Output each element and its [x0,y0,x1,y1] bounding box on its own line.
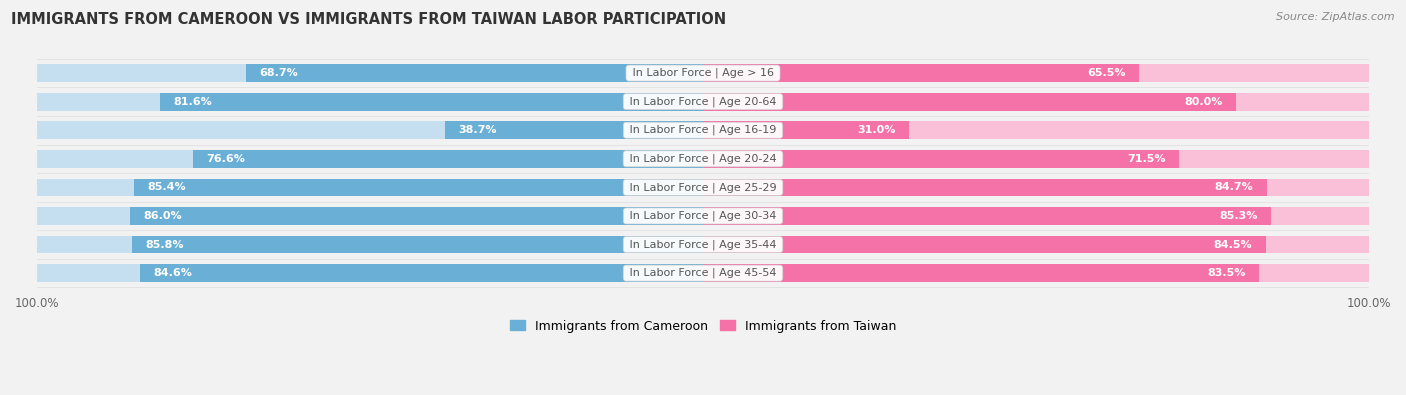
Text: IMMIGRANTS FROM CAMEROON VS IMMIGRANTS FROM TAIWAN LABOR PARTICIPATION: IMMIGRANTS FROM CAMEROON VS IMMIGRANTS F… [11,12,727,27]
Bar [160,93,703,111]
Bar [703,150,1369,167]
Bar [703,236,1265,254]
Bar [703,150,1180,167]
Bar [193,150,703,167]
Bar [703,64,1369,82]
Bar [703,93,1369,111]
Text: In Labor Force | Age > 16: In Labor Force | Age > 16 [628,68,778,78]
Bar [135,179,703,196]
Text: Source: ZipAtlas.com: Source: ZipAtlas.com [1277,12,1395,22]
Text: In Labor Force | Age 45-54: In Labor Force | Age 45-54 [626,268,780,278]
Text: In Labor Force | Age 16-19: In Labor Force | Age 16-19 [626,125,780,135]
Bar [703,179,1369,196]
Bar [132,236,703,254]
Text: 38.7%: 38.7% [458,125,498,135]
Bar [703,264,1369,282]
Text: 80.0%: 80.0% [1184,97,1222,107]
Text: 85.8%: 85.8% [145,239,184,250]
Bar [246,64,703,82]
Bar [703,207,1369,225]
Text: 84.6%: 84.6% [153,268,193,278]
Text: In Labor Force | Age 35-44: In Labor Force | Age 35-44 [626,239,780,250]
Bar [703,121,910,139]
Bar [37,150,703,167]
Bar [703,179,1267,196]
Text: In Labor Force | Age 20-64: In Labor Force | Age 20-64 [626,96,780,107]
Text: In Labor Force | Age 25-29: In Labor Force | Age 25-29 [626,182,780,193]
Legend: Immigrants from Cameroon, Immigrants from Taiwan: Immigrants from Cameroon, Immigrants fro… [505,315,901,338]
Bar [703,264,1258,282]
Text: 68.7%: 68.7% [259,68,298,78]
Text: In Labor Force | Age 30-34: In Labor Force | Age 30-34 [626,211,780,221]
Text: 86.0%: 86.0% [143,211,183,221]
Text: 83.5%: 83.5% [1208,268,1246,278]
Text: 85.4%: 85.4% [148,182,187,192]
Bar [703,207,1271,225]
Text: 31.0%: 31.0% [858,125,896,135]
Bar [703,236,1369,254]
Text: 81.6%: 81.6% [173,97,212,107]
Text: 76.6%: 76.6% [207,154,245,164]
Text: 84.5%: 84.5% [1213,239,1253,250]
Bar [37,207,703,225]
Bar [37,236,703,254]
Bar [37,179,703,196]
Bar [37,121,703,139]
Text: 71.5%: 71.5% [1128,154,1166,164]
Text: 85.3%: 85.3% [1219,211,1257,221]
Bar [703,93,1236,111]
Text: In Labor Force | Age 20-24: In Labor Force | Age 20-24 [626,154,780,164]
Bar [131,207,703,225]
Bar [446,121,703,139]
Text: 65.5%: 65.5% [1087,68,1126,78]
Bar [37,93,703,111]
Bar [37,264,703,282]
Bar [37,64,703,82]
Bar [703,64,1139,82]
Text: 84.7%: 84.7% [1215,182,1254,192]
Bar [139,264,703,282]
Bar [703,121,1369,139]
